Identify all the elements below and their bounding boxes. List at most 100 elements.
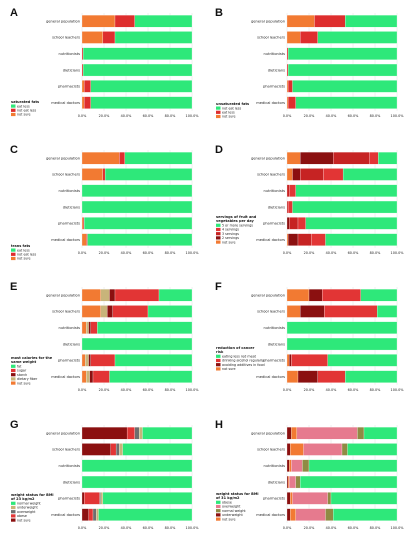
- x-tick-label: 60.0%: [348, 114, 360, 118]
- x-tick-label: 60.0%: [143, 114, 155, 118]
- legend-entry: eat less: [17, 248, 30, 252]
- bar-segment: [286, 475, 289, 489]
- category-label: general population: [46, 431, 80, 435]
- bar-segment: [330, 492, 398, 505]
- legend-entry: overweight: [17, 510, 36, 514]
- bar-segment: [286, 233, 289, 246]
- legend-swatch: [216, 367, 221, 371]
- bar-segment: [115, 443, 120, 456]
- bar-segment: [325, 508, 334, 521]
- category-label: pharmacists: [263, 222, 285, 226]
- legend-entry: not sure: [222, 115, 236, 119]
- legend-swatch: [11, 381, 16, 385]
- bar-segment: [81, 508, 89, 521]
- bar-segment: [345, 370, 398, 383]
- bar-segment: [295, 184, 398, 197]
- bar-segment: [109, 289, 116, 302]
- bar-segment: [333, 152, 370, 165]
- bar-segment: [81, 31, 104, 44]
- x-tick-label: 100.0%: [186, 388, 200, 392]
- bar-segment: [81, 63, 84, 77]
- x-tick-label: 20.0%: [304, 114, 316, 118]
- legend-swatch: [216, 517, 221, 521]
- bar-segment: [102, 31, 116, 44]
- bar-segment: [333, 508, 398, 521]
- bar-segment: [134, 15, 193, 28]
- legend-title: weight status for BMI of 31 kg/m2: [216, 492, 259, 500]
- bar-segment: [81, 233, 87, 246]
- bar-segment: [286, 459, 290, 472]
- bar-segment: [287, 80, 293, 93]
- bar-segment: [86, 233, 88, 246]
- legend-swatch: [216, 240, 221, 244]
- bar-segment: [287, 63, 398, 77]
- category-label: pharmacists: [58, 85, 80, 89]
- bar-segment: [291, 459, 303, 472]
- bar-segment: [98, 508, 193, 521]
- x-tick-label: 60.0%: [143, 526, 155, 530]
- legend-title: weight status for BMI of 23 kg/m2: [11, 493, 54, 501]
- x-tick-label: 40.0%: [326, 251, 338, 255]
- bar-segment: [100, 492, 104, 505]
- x-tick-label: 80.0%: [165, 114, 177, 118]
- category-label: medical doctors: [256, 101, 285, 105]
- category-label: pharmacists: [58, 359, 80, 363]
- x-tick-label: 60.0%: [348, 526, 360, 530]
- x-tick-label: 40.0%: [121, 526, 133, 530]
- bar-segment: [90, 80, 193, 93]
- bar-segment: [286, 492, 291, 505]
- category-label: dieticians: [268, 480, 285, 484]
- bar-segment: [82, 47, 193, 60]
- bar-segment: [139, 427, 143, 440]
- bar-segment: [81, 459, 193, 472]
- legend-swatch: [11, 510, 16, 514]
- bar-segment: [289, 475, 296, 489]
- bar-segment: [295, 508, 326, 521]
- bar-segment: [290, 508, 296, 521]
- bar-segment: [347, 443, 398, 456]
- category-label: dieticians: [63, 68, 80, 72]
- bar-segment: [286, 443, 291, 456]
- bar-segment: [84, 96, 91, 109]
- bar-segment: [81, 184, 193, 197]
- bar-segment: [300, 475, 398, 489]
- legend-entry: 3 servings: [222, 232, 239, 236]
- legend-swatch: [216, 232, 221, 236]
- legend-swatch: [216, 223, 221, 227]
- legend-swatch: [11, 373, 16, 377]
- category-label: dieticians: [63, 205, 80, 209]
- bar-segment: [82, 63, 193, 77]
- bar-segment: [119, 443, 123, 456]
- bar-segment: [114, 289, 160, 302]
- legend-entry: normal weight: [222, 509, 246, 513]
- bar-segment: [296, 427, 358, 440]
- bar-segment: [81, 427, 128, 440]
- bar-segment: [112, 305, 149, 318]
- x-tick-label: 80.0%: [370, 388, 382, 392]
- bar-segment: [81, 321, 87, 334]
- bar-segment: [109, 370, 193, 383]
- bar-segment: [286, 217, 290, 230]
- category-label: school leachers: [52, 448, 80, 452]
- legend-entry: not eat less: [222, 106, 241, 110]
- bar-segment: [286, 508, 291, 521]
- legend-title: reduction of cancer risk: [216, 346, 255, 354]
- bar-segment: [82, 217, 85, 230]
- bar-segment: [297, 370, 318, 383]
- bar-segment: [124, 152, 193, 165]
- bar-segment: [300, 305, 325, 318]
- x-tick-label: 100.0%: [391, 114, 405, 118]
- x-tick-label: 80.0%: [370, 251, 382, 255]
- bar-segment: [286, 184, 290, 197]
- legend-entry: not sure: [17, 257, 31, 261]
- x-tick-label: 20.0%: [99, 388, 111, 392]
- bar-segment: [322, 289, 361, 302]
- bar-segment: [90, 354, 116, 367]
- legend-swatch: [216, 363, 221, 367]
- bar-segment: [147, 305, 193, 318]
- x-tick-label: 0.0%: [283, 388, 292, 392]
- bar-segment: [286, 80, 289, 93]
- bar-segment: [84, 80, 91, 93]
